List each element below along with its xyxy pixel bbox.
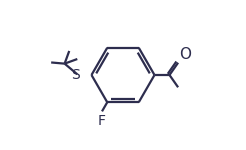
Text: F: F bbox=[97, 114, 105, 128]
Text: O: O bbox=[180, 47, 192, 62]
Text: S: S bbox=[72, 68, 80, 82]
